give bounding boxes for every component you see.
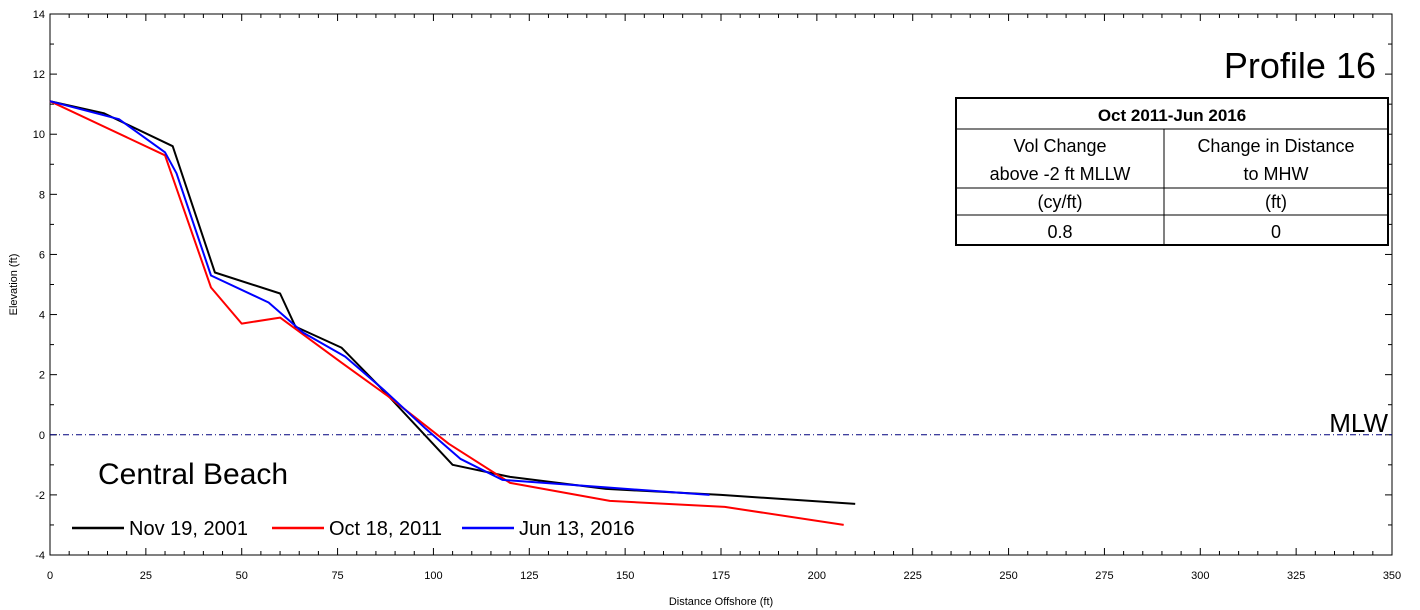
x-tick-label: 250 — [999, 570, 1017, 582]
table-border — [955, 97, 1389, 246]
x-tick-label: 25 — [140, 570, 152, 582]
x-axis-title: Distance Offshore (ft) — [669, 596, 773, 608]
x-tick-label: 200 — [808, 570, 826, 582]
x-tick-label: 175 — [712, 570, 730, 582]
legend-label-3: Jun 13, 2016 — [519, 518, 635, 540]
x-tick-label: 275 — [1095, 570, 1113, 582]
legend-label-1: Nov 19, 2001 — [129, 518, 248, 540]
summary-table: Oct 2011-Jun 2016 Vol Change above -2 ft… — [955, 97, 1389, 246]
series-line-1 — [49, 100, 856, 505]
table-col1-value: 0.8 — [1047, 222, 1072, 242]
x-tick-label: 75 — [331, 570, 343, 582]
y-axis-title: Elevation (ft) — [8, 254, 20, 316]
x-tick-label: 325 — [1287, 570, 1305, 582]
y-tick-label: 14 — [33, 9, 45, 21]
table-col2-value: 0 — [1271, 222, 1281, 242]
y-tick-label: -4 — [35, 550, 45, 562]
x-tick-label: 225 — [904, 570, 922, 582]
x-tick-label: 150 — [616, 570, 634, 582]
site-label: Central Beach — [98, 458, 288, 491]
x-tick-label: 50 — [236, 570, 248, 582]
y-tick-labels: -4 -2 0 2 4 6 8 10 12 14 — [33, 9, 45, 562]
y-tick-label: 12 — [33, 69, 45, 81]
y-tick-label: -2 — [35, 490, 45, 502]
y-tick-label: 8 — [39, 189, 45, 201]
y-tick-label: 0 — [39, 430, 45, 442]
table-col2-line3: (ft) — [1265, 192, 1287, 212]
series-line-3 — [49, 100, 710, 496]
table-col2-line2: to MHW — [1244, 164, 1309, 184]
x-tick-label: 125 — [520, 570, 538, 582]
x-tick-label: 350 — [1383, 570, 1401, 582]
legend: Nov 19, 2001 Oct 18, 2011 Jun 13, 2016 — [72, 518, 635, 540]
table-col1-line3: (cy/ft) — [1038, 192, 1083, 212]
table-col2-line1: Change in Distance — [1197, 136, 1354, 156]
series-lines — [49, 100, 856, 526]
chart-title: Profile 16 — [1224, 45, 1376, 86]
y-tick-label: 2 — [39, 370, 45, 382]
axis-ticks — [49, 13, 1393, 556]
table-col1-line2: above -2 ft MLLW — [990, 164, 1131, 184]
y-tick-label: 4 — [39, 310, 45, 322]
table-col1-line1: Vol Change — [1013, 136, 1106, 156]
y-tick-label: 10 — [33, 129, 45, 141]
x-tick-label: 300 — [1191, 570, 1209, 582]
legend-label-2: Oct 18, 2011 — [329, 518, 442, 540]
y-tick-label: 6 — [39, 249, 45, 261]
series-line-2 — [49, 100, 844, 526]
mlw-label: MLW — [1329, 408, 1388, 438]
x-tick-label: 100 — [424, 570, 442, 582]
table-header: Oct 2011-Jun 2016 — [1098, 106, 1246, 125]
x-tick-labels: 0 25 50 75 100 125 150 175 200 225 250 275 300 325 350 — [47, 570, 1401, 582]
x-tick-label: 0 — [47, 570, 53, 582]
